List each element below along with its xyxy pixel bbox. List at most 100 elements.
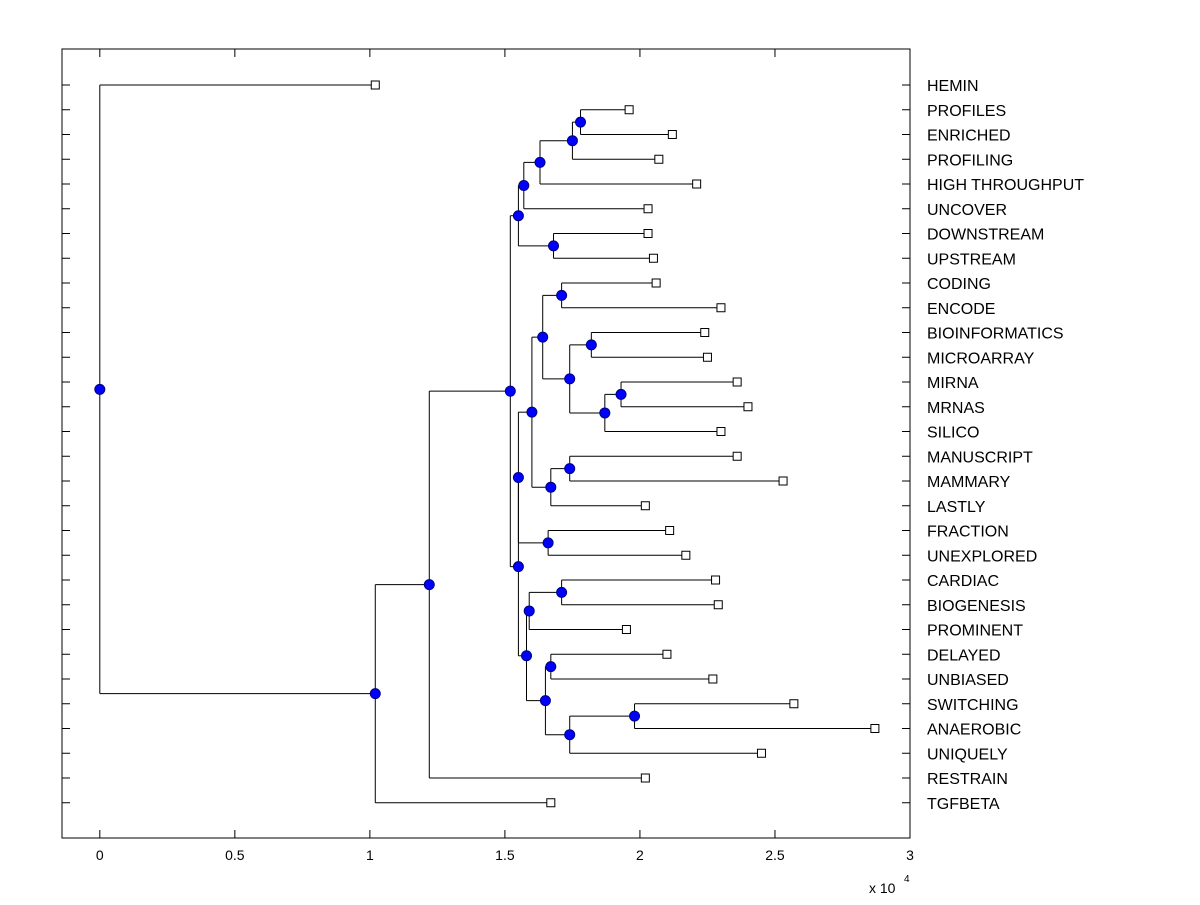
leaf-markers xyxy=(370,80,880,808)
leaf-marker xyxy=(643,229,653,238)
leaf-marker xyxy=(702,352,712,362)
x-axis-ticks: 0 0.5 1 1.5 2 2.5 3 xyxy=(96,49,914,863)
leaf-label: CARDIAC xyxy=(927,573,999,590)
leaf-label: UNBIASED xyxy=(927,672,1009,689)
x-tick-label: 0 xyxy=(96,847,104,863)
leaf-marker xyxy=(716,303,726,313)
leaf-label: MIRNA xyxy=(927,375,979,392)
x-exponent-power: 4 xyxy=(904,874,910,885)
leaf-label: PROFILING xyxy=(927,152,1013,169)
merge-node xyxy=(556,586,568,598)
leaf-marker xyxy=(870,724,880,733)
leaf-label: SILICO xyxy=(927,425,979,442)
leaf-label: MAMMARY xyxy=(927,474,1011,491)
merge-node xyxy=(599,407,611,419)
leaf-label: BIOINFORMATICS xyxy=(927,326,1064,343)
leaf-marker xyxy=(640,773,650,783)
x-tick-label: 0.5 xyxy=(225,847,245,863)
leaf-marker xyxy=(692,179,702,189)
leaf-label: SWITCHING xyxy=(927,697,1019,714)
merge-node xyxy=(539,695,551,707)
leaf-marker xyxy=(370,80,380,90)
leaf-marker xyxy=(624,105,634,115)
leaf-marker xyxy=(789,699,799,709)
leaf-label: ANAEROBIC xyxy=(927,722,1021,739)
leaf-marker xyxy=(662,649,672,659)
merge-node xyxy=(585,339,597,351)
merge-node xyxy=(564,463,576,475)
x-tick-label: 2 xyxy=(636,847,644,863)
leaf-label: UNIQUELY xyxy=(927,746,1008,763)
leaf-label: ENCODE xyxy=(927,301,995,318)
merge-node xyxy=(566,135,578,147)
leaf-marker xyxy=(665,526,675,535)
merge-node xyxy=(518,180,530,192)
leaf-marker xyxy=(651,278,661,288)
leaf-label: HEMIN xyxy=(927,78,979,95)
leaf-label: HIGH THROUGHPUT xyxy=(927,177,1084,194)
leaf-marker xyxy=(621,625,631,634)
leaf-label: TGFBETA xyxy=(927,796,1000,813)
merge-node xyxy=(564,729,576,741)
leaf-label: UNCOVER xyxy=(927,202,1007,219)
leaf-label: BIOGENESIS xyxy=(927,598,1026,615)
leaf-marker xyxy=(643,204,653,214)
merge-node xyxy=(534,156,546,168)
merge-node xyxy=(523,605,535,617)
x-tick-label: 2.5 xyxy=(765,847,785,863)
leaf-labels: HEMIN PROFILES ENRICHED PROFILING HIGH THROU… xyxy=(927,78,1084,813)
leaf-marker xyxy=(654,154,664,164)
leaf-marker xyxy=(667,130,677,139)
leaf-label: UPSTREAM xyxy=(927,251,1016,268)
merge-node xyxy=(512,210,524,222)
leaf-marker xyxy=(681,550,691,560)
leaf-label: PROFILES xyxy=(927,103,1006,120)
leaf-label: MICROARRAY xyxy=(927,350,1035,367)
merge-node xyxy=(526,406,538,418)
x-exponent-label: x 10 xyxy=(869,880,896,896)
merge-node xyxy=(545,481,557,493)
leaf-marker xyxy=(732,377,742,387)
merge-node xyxy=(504,385,516,397)
merge-node xyxy=(629,710,641,722)
leaf-label: DOWNSTREAM xyxy=(927,227,1044,244)
leaf-marker xyxy=(713,600,723,610)
leaf-label: RESTRAIN xyxy=(927,771,1008,788)
leaf-label: MRNAS xyxy=(927,400,985,417)
leaf-label: ENRICHED xyxy=(927,128,1011,145)
leaf-marker xyxy=(711,575,721,585)
merge-node xyxy=(521,650,533,662)
leaf-marker xyxy=(546,798,556,808)
y-axis-ticks xyxy=(62,84,910,804)
leaf-marker xyxy=(640,501,650,511)
merge-node xyxy=(369,688,381,700)
merge-node xyxy=(94,383,106,395)
leaf-marker xyxy=(700,328,710,337)
leaf-marker xyxy=(732,451,742,461)
leaf-marker xyxy=(648,253,658,263)
merge-node xyxy=(542,537,554,549)
leaf-marker xyxy=(743,402,753,412)
leaf-label: CODING xyxy=(927,276,991,293)
leaf-marker xyxy=(778,476,788,486)
merge-node xyxy=(575,116,587,128)
node-markers xyxy=(94,116,641,741)
leaf-label: MANUSCRIPT xyxy=(927,449,1033,466)
merge-node xyxy=(556,289,568,301)
leaf-label: FRACTION xyxy=(927,524,1009,541)
merge-node xyxy=(564,373,576,385)
merge-node xyxy=(615,388,627,400)
merge-node xyxy=(548,240,560,252)
plot-frame xyxy=(61,48,911,839)
dendrogram-branches xyxy=(99,84,875,804)
merge-node xyxy=(512,561,524,573)
x-tick-label: 3 xyxy=(906,847,914,863)
leaf-label: UNEXPLORED xyxy=(927,548,1037,565)
merge-node xyxy=(423,579,435,591)
leaf-label: PROMINENT xyxy=(927,623,1023,640)
leaf-label: DELAYED xyxy=(927,647,1001,664)
leaf-marker xyxy=(716,427,726,436)
